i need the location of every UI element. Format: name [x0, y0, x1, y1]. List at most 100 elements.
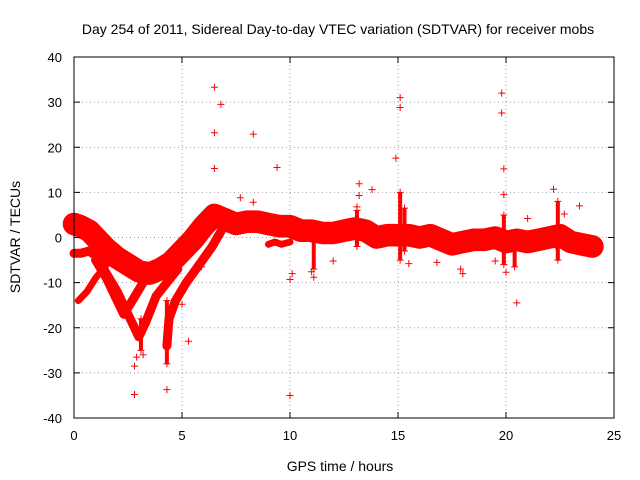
band-point	[545, 234, 553, 241]
band-point	[210, 211, 218, 219]
spike-point	[500, 211, 508, 219]
band-point	[174, 265, 182, 273]
y-tick-label: -30	[43, 366, 62, 381]
spike-point	[353, 243, 361, 251]
band-point	[146, 270, 154, 278]
band-point	[178, 247, 186, 255]
band-point	[524, 238, 532, 246]
x-tick-label: 5	[178, 428, 185, 443]
y-axis-title: SDTVAR / TECUs	[7, 181, 23, 293]
spike-point	[400, 247, 408, 255]
data-point	[329, 257, 337, 265]
band-point	[156, 265, 164, 273]
band-point	[588, 243, 596, 251]
y-tick-label: 40	[48, 50, 62, 65]
data-point	[210, 83, 218, 91]
band-point	[232, 220, 240, 228]
band-point	[113, 297, 121, 305]
band-point	[92, 274, 100, 282]
band-point	[163, 279, 171, 287]
data-point	[135, 288, 143, 296]
spike-point	[396, 188, 404, 196]
band-point	[243, 218, 251, 226]
band-point	[135, 267, 143, 275]
band-point	[437, 236, 445, 244]
spike-point	[396, 256, 404, 264]
band-point	[92, 234, 100, 241]
data-point	[286, 275, 294, 283]
data-point	[87, 281, 95, 289]
data-point	[286, 391, 294, 399]
band-point	[200, 222, 208, 230]
band-point	[124, 261, 132, 269]
data-point	[498, 109, 506, 117]
data-point	[500, 191, 508, 199]
band-point	[318, 229, 326, 237]
x-tick-label: 0	[70, 428, 77, 443]
spike-point	[137, 315, 145, 323]
y-tick-label: 10	[48, 185, 62, 200]
x-tick-label: 20	[499, 428, 513, 443]
band-point	[102, 274, 110, 282]
band-point	[416, 234, 424, 241]
band-point	[254, 218, 262, 226]
band-lower-arc-2	[91, 255, 148, 319]
data-point	[500, 165, 508, 173]
band-point	[383, 231, 391, 239]
data-point	[513, 299, 521, 307]
data-point	[396, 104, 404, 112]
band-point	[264, 220, 272, 228]
data-point	[396, 94, 404, 102]
band-point	[271, 238, 279, 246]
band-point	[578, 240, 586, 248]
band-point	[83, 288, 91, 296]
band-point	[340, 227, 348, 235]
data-point	[405, 260, 413, 268]
y-tick-label: -20	[43, 321, 62, 336]
data-point	[139, 351, 147, 359]
band-point	[167, 258, 175, 266]
band-point	[85, 227, 93, 235]
y-tick-label: 30	[48, 95, 62, 110]
band-point	[74, 297, 82, 305]
band-point	[120, 310, 128, 318]
band-point	[513, 236, 521, 244]
band-point	[372, 234, 380, 241]
data-point	[133, 353, 141, 361]
band-point	[113, 254, 121, 262]
band-point	[480, 236, 488, 244]
spike-point	[310, 238, 318, 246]
data-point	[130, 362, 138, 370]
data-point	[249, 130, 257, 138]
data-point	[273, 164, 281, 172]
data-series	[62, 83, 604, 399]
data-point	[210, 129, 218, 137]
spike-point	[400, 204, 408, 212]
band-point	[85, 247, 93, 255]
band-point	[102, 261, 110, 269]
band-point	[189, 236, 197, 244]
spike-point	[500, 261, 508, 269]
band-arc-near-9-11h	[265, 238, 294, 248]
spike-point	[511, 263, 519, 271]
x-tick-label: 10	[283, 428, 297, 443]
x-axis-title: GPS time / hours	[287, 458, 394, 474]
band-point	[297, 227, 305, 235]
data-point	[310, 273, 318, 281]
spike-point	[511, 243, 519, 251]
band-point	[567, 238, 575, 246]
data-point	[457, 265, 465, 273]
spike-point	[163, 297, 171, 305]
data-point	[355, 192, 363, 200]
y-tick-label: 20	[48, 140, 62, 155]
data-point	[236, 194, 244, 202]
band-point	[76, 222, 84, 230]
band-point	[534, 236, 542, 244]
band-point	[102, 245, 110, 253]
band-point	[491, 234, 499, 241]
band-point	[264, 240, 272, 248]
spike-point	[137, 346, 145, 354]
data-point	[130, 391, 138, 399]
band-point	[362, 227, 370, 235]
chart-title: Day 254 of 2011, Sidereal Day-to-day VTE…	[82, 21, 594, 37]
